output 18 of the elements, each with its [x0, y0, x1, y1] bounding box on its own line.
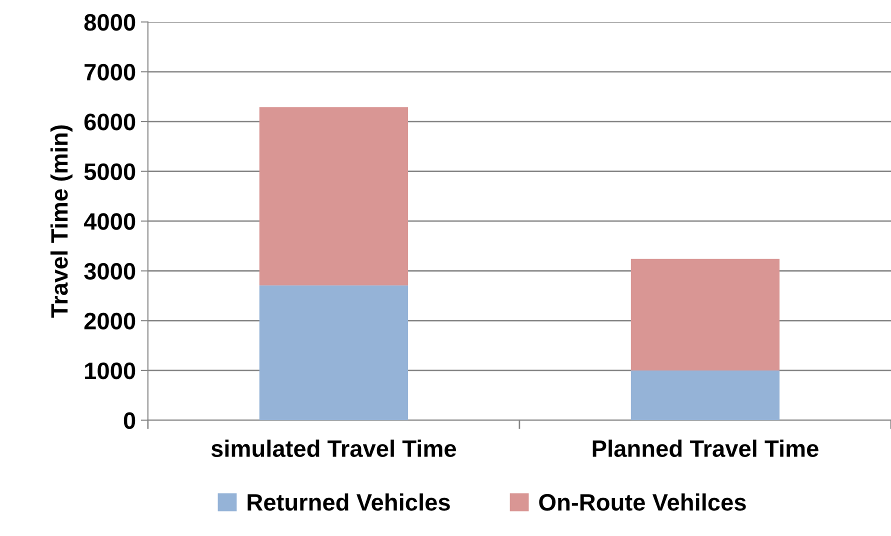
y-tick-label: 4000	[84, 213, 136, 230]
x-tick-label: simulated Travel Time	[211, 440, 456, 458]
y-tick-label: 7000	[84, 64, 136, 81]
y-tick-label: 2000	[84, 312, 136, 330]
y-tick-label: 1000	[85, 362, 136, 380]
bar	[259, 107, 408, 286]
bar	[630, 258, 780, 370]
legend-label: On-Route Vehilces	[539, 493, 746, 511]
x-tick-label: Planned Travel Time	[592, 440, 818, 458]
y-tick-label: 3000	[84, 262, 136, 280]
y-tick-label: 8000	[84, 14, 136, 31]
bar	[259, 285, 408, 420]
bar	[630, 370, 780, 420]
legend-label: Returned Vehicles	[248, 493, 450, 511]
y-axis-title: Travel Time (min)	[50, 125, 72, 318]
y-tick-label: 0	[124, 412, 136, 430]
y-tick-label: 6000	[84, 114, 136, 130]
y-tick-label: 5000	[84, 163, 136, 180]
